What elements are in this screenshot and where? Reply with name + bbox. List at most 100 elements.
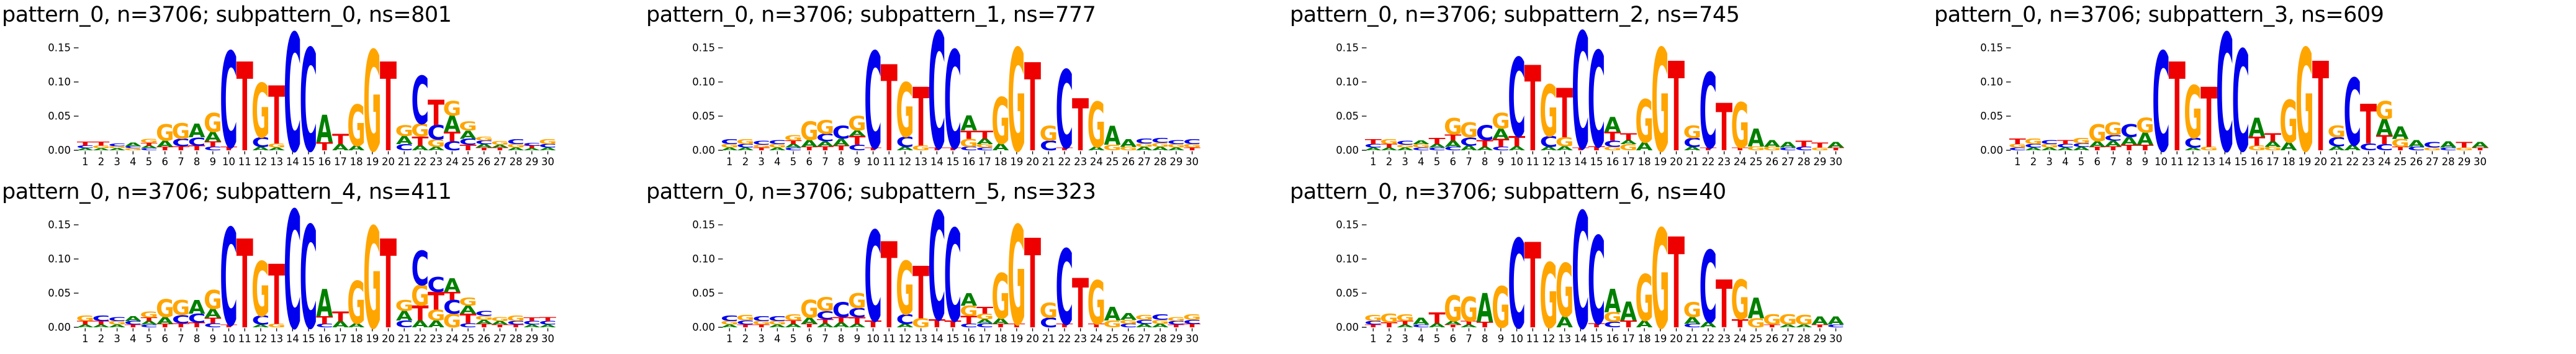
svg-text:26: 26 [477,333,490,345]
svg-text:18: 18 [350,333,363,345]
svg-text:T: T [817,318,834,325]
svg-text:8: 8 [1482,156,1488,168]
svg-text:1: 1 [1370,333,1377,345]
svg-text:18: 18 [1638,333,1651,345]
svg-text:0.10: 0.10 [48,253,71,265]
svg-text:A: A [523,148,540,151]
svg-text:22: 22 [1701,333,1714,345]
svg-text:A: A [2073,146,2091,152]
svg-text:G: G [1811,147,1829,152]
svg-text:C: C [2328,135,2346,150]
svg-text:A: A [1827,141,1844,150]
svg-text:G: G [1135,314,1153,321]
svg-text:C: C [412,63,430,139]
svg-text:A: A [2137,130,2154,149]
svg-text:G: G [2024,137,2042,146]
svg-text:G: G [768,143,786,149]
svg-text:G: G [507,314,525,323]
svg-text:C: C [507,320,525,326]
svg-text:21: 21 [2330,156,2343,168]
svg-text:7: 7 [1466,333,1472,345]
svg-text:C: C [1572,1,1590,177]
svg-text:A: A [785,143,803,149]
svg-text:T: T [492,324,509,328]
svg-text:30: 30 [2474,156,2487,168]
svg-text:17: 17 [1622,156,1635,168]
svg-text:G: G [475,136,493,142]
svg-text:G: G [1556,135,1574,149]
svg-text:A: A [2057,147,2074,151]
svg-text:C: C [1683,323,1701,329]
svg-text:T: T [865,319,882,330]
svg-text:G: G [1539,71,1557,153]
svg-text:7: 7 [1466,156,1472,168]
svg-text:0.05: 0.05 [1980,111,2003,122]
svg-text:0.15: 0.15 [692,219,715,231]
svg-text:G: G [1651,21,1669,177]
svg-text:13: 13 [270,333,283,345]
svg-text:C: C [2009,147,2027,151]
svg-text:A: A [492,320,509,326]
svg-text:A: A [2105,140,2122,148]
svg-text:C: C [1588,212,1606,352]
svg-text:A: A [2344,143,2361,152]
svg-text:A: A [1748,124,1765,152]
svg-text:A: A [960,112,978,135]
svg-text:T: T [475,147,493,151]
svg-text:G: G [2072,137,2090,145]
svg-text:3: 3 [114,156,120,168]
svg-text:C: C [1540,133,1558,150]
svg-text:T: T [1008,323,1025,329]
svg-text:18: 18 [350,156,363,168]
svg-text:18: 18 [994,156,1007,168]
svg-text:T: T [77,320,94,325]
svg-text:4: 4 [1418,156,1425,168]
svg-text:A: A [1477,286,1493,332]
svg-text:A: A [2440,140,2457,150]
svg-text:G: G [347,269,365,337]
svg-text:T: T [204,140,221,148]
svg-text:C: C [1151,313,1169,322]
svg-text:G: G [976,312,994,321]
svg-text:0.00: 0.00 [48,322,71,334]
svg-text:A: A [1397,147,1414,151]
svg-text:C: C [300,20,318,177]
svg-text:13: 13 [1558,333,1571,345]
svg-text:18: 18 [1638,156,1651,168]
svg-text:0.00: 0.00 [48,145,71,157]
svg-text:C: C [427,122,445,144]
sequence-logo-plot-0: 0.000.050.100.151ACT2AGT3AGC4GCA5CATG6TA… [48,1,557,177]
svg-text:G: G [1763,146,1781,152]
svg-text:A: A [1152,146,1169,152]
svg-text:16: 16 [318,156,331,168]
svg-text:T: T [2105,145,2122,152]
svg-text:C: C [2104,134,2122,142]
svg-text:C: C [2056,143,2074,149]
svg-text:T: T [2121,143,2138,152]
svg-text:11: 11 [1526,333,1539,345]
svg-text:0.10: 0.10 [1336,76,1359,88]
svg-text:G: G [976,143,994,149]
svg-text:A: A [475,319,492,325]
svg-text:C: C [752,315,770,323]
svg-text:2: 2 [742,156,749,168]
svg-text:C: C [816,309,834,322]
svg-text:C: C [2184,136,2202,151]
svg-text:11: 11 [238,333,251,345]
svg-text:23: 23 [1718,333,1731,345]
svg-text:A: A [189,296,205,318]
svg-text:C: C [204,322,222,329]
svg-text:4: 4 [2062,156,2069,168]
svg-text:3: 3 [1402,156,1408,168]
svg-text:C: C [1167,320,1185,326]
svg-text:T: T [1184,323,1201,329]
svg-text:2: 2 [742,333,749,345]
svg-text:G: G [1396,312,1414,324]
svg-text:29: 29 [1169,156,1182,168]
svg-text:A: A [348,322,365,329]
svg-text:13: 13 [1558,156,1571,168]
svg-text:11: 11 [883,333,896,345]
svg-text:A: A [849,129,866,138]
svg-text:G: G [251,68,269,155]
svg-text:T: T [1811,324,1829,328]
